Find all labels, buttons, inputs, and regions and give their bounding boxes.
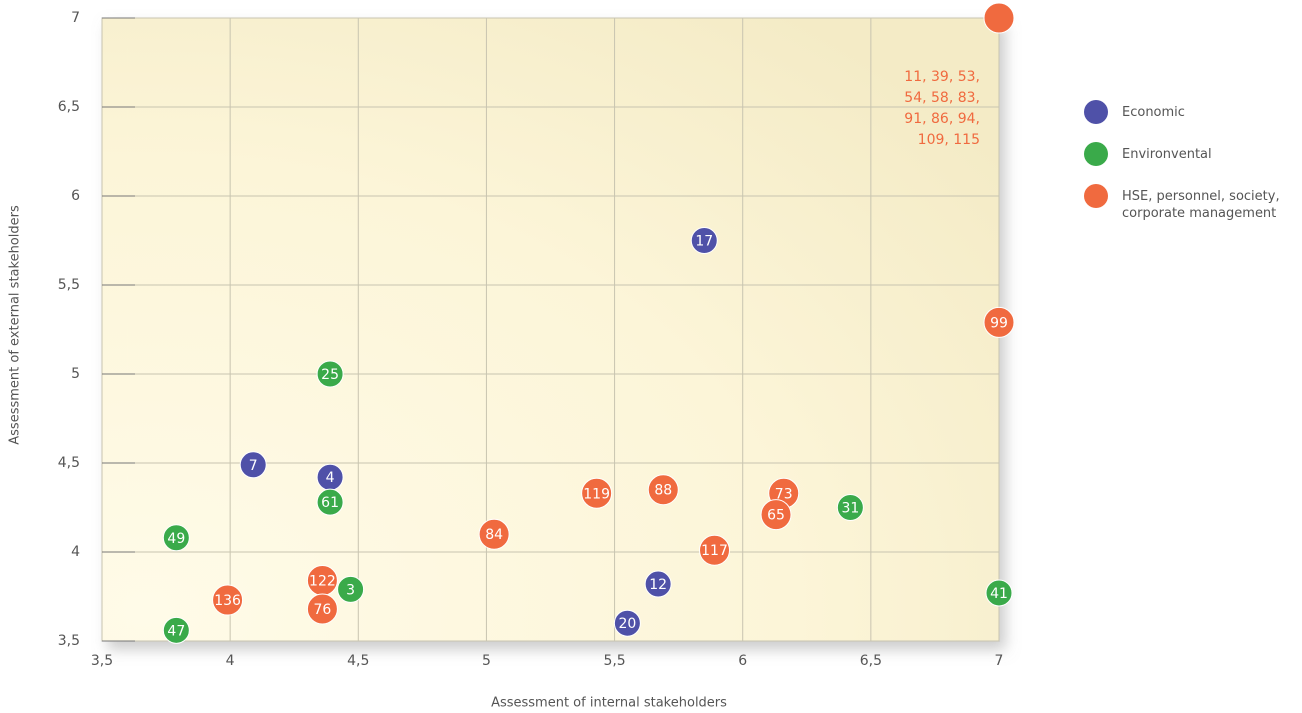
point xyxy=(162,616,190,644)
point xyxy=(983,2,1015,34)
point-label: 3 xyxy=(346,582,355,598)
point xyxy=(836,494,864,521)
point-label: 31 xyxy=(841,501,859,517)
point-label: 76 xyxy=(313,602,331,618)
point-label: 20 xyxy=(618,616,636,632)
y-axis-label: Assessment of external stakeholders xyxy=(8,205,23,445)
point-label: 41 xyxy=(990,586,1008,602)
point-label: 49 xyxy=(167,531,185,547)
point-label: 117 xyxy=(701,543,728,559)
x-tick-label: 6,5 xyxy=(860,653,882,669)
point-label: 65 xyxy=(767,508,785,524)
legend-label: Environvental xyxy=(1122,147,1212,162)
point-label: 136 xyxy=(214,593,241,609)
point xyxy=(306,593,338,625)
legend: Economic Environvental HSE, personnel, soc… xyxy=(1084,100,1294,240)
point-label: 122 xyxy=(309,573,336,589)
point xyxy=(983,306,1015,338)
point-label: 88 xyxy=(654,483,672,499)
x-tick-label: 7 xyxy=(995,653,1004,669)
point xyxy=(644,570,672,598)
point xyxy=(162,524,190,552)
point xyxy=(690,227,718,254)
point-label: 47 xyxy=(167,623,185,639)
y-tick-label: 5,5 xyxy=(58,277,80,293)
annotation: 91, 86, 94, xyxy=(904,111,980,127)
point xyxy=(699,534,731,566)
annotation: 109, 115 xyxy=(918,132,980,148)
point xyxy=(647,474,679,506)
y-tick-label: 6,5 xyxy=(58,99,80,115)
point xyxy=(239,451,267,479)
annotation: 54, 58, 83, xyxy=(904,90,980,106)
point-label: 7 xyxy=(249,458,258,474)
point-label: 99 xyxy=(990,315,1008,331)
point xyxy=(337,575,365,603)
legend-item: Economic xyxy=(1084,100,1294,124)
x-tick-label: 4,5 xyxy=(347,653,369,669)
y-tick-label: 4,5 xyxy=(58,455,80,471)
point xyxy=(212,584,244,616)
legend-item: HSE, personnel, society, corporate manag… xyxy=(1084,184,1294,222)
y-tick-label: 5 xyxy=(71,366,80,382)
y-tick-label: 3,5 xyxy=(58,633,80,649)
point-label: 12 xyxy=(649,577,667,593)
point-label: 119 xyxy=(583,486,610,502)
point-label: 84 xyxy=(485,527,503,543)
x-axis-label: Assessment of internal stakeholders xyxy=(491,696,727,711)
legend-label: HSE, personnel, society, corporate manag… xyxy=(1122,189,1280,221)
y-tick-label: 6 xyxy=(71,188,80,204)
y-tick-label: 7 xyxy=(71,10,80,26)
y-tick-label: 4 xyxy=(71,544,80,560)
legend-item: Environvental xyxy=(1084,142,1294,166)
point xyxy=(613,609,641,637)
point-label: 61 xyxy=(321,495,339,511)
legend-swatch xyxy=(1084,184,1108,208)
point xyxy=(985,579,1013,607)
x-tick-label: 3,5 xyxy=(91,653,113,669)
annotation: 11, 39, 53, xyxy=(904,69,980,85)
x-tick-label: 5,5 xyxy=(603,653,625,669)
point xyxy=(581,477,613,509)
point-label: 4 xyxy=(326,470,335,486)
point xyxy=(316,360,344,388)
plot-area xyxy=(101,17,1000,642)
point-label: 17 xyxy=(695,234,713,250)
legend-label: Economic xyxy=(1122,105,1185,120)
point-label: 73 xyxy=(775,486,793,502)
point xyxy=(478,518,510,550)
point xyxy=(760,499,792,531)
x-tick-label: 6 xyxy=(738,653,747,669)
point-label: 25 xyxy=(321,367,339,383)
x-tick-label: 4 xyxy=(226,653,235,669)
x-tick-label: 5 xyxy=(482,653,491,669)
legend-swatch xyxy=(1084,100,1108,124)
legend-swatch xyxy=(1084,142,1108,166)
point xyxy=(316,488,344,516)
